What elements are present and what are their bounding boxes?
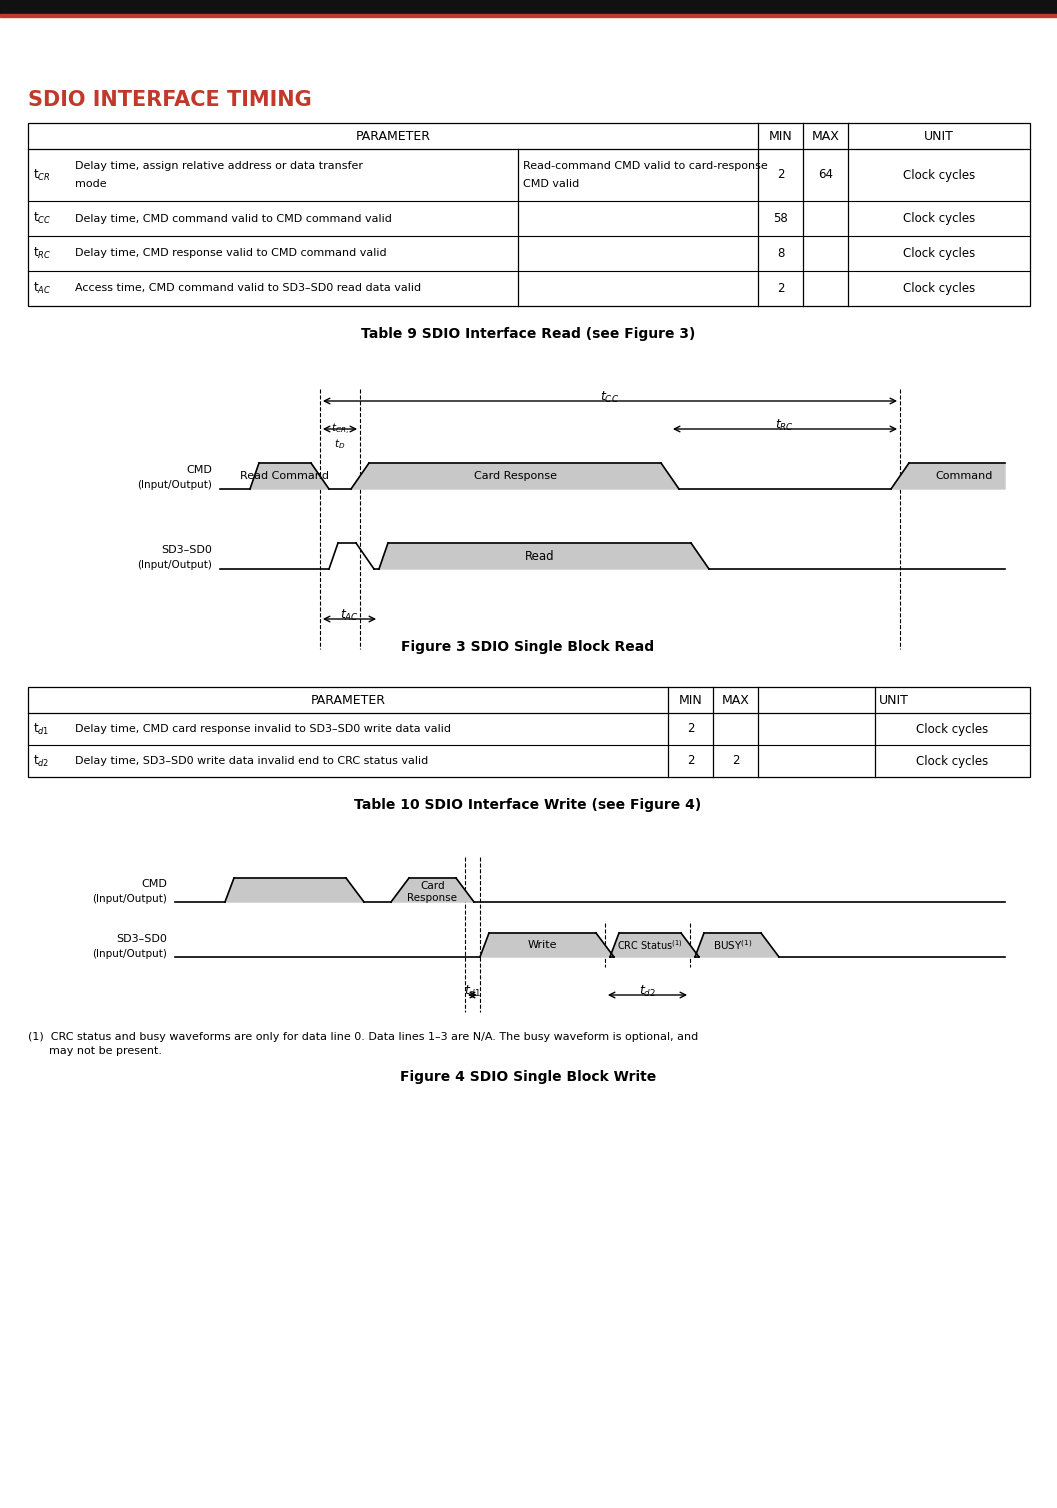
Text: Clock cycles: Clock cycles xyxy=(903,247,976,259)
Text: 2: 2 xyxy=(687,722,694,736)
Text: SD3–SD0: SD3–SD0 xyxy=(116,933,167,944)
Text: $t_{AC}$: $t_{AC}$ xyxy=(340,608,359,623)
Text: may not be present.: may not be present. xyxy=(27,1047,162,1056)
Text: mode: mode xyxy=(75,179,107,188)
Polygon shape xyxy=(251,463,329,489)
Polygon shape xyxy=(391,878,474,902)
Text: Command: Command xyxy=(935,470,993,481)
Text: (Input/Output): (Input/Output) xyxy=(92,949,167,959)
Text: Table 9 SDIO Interface Read (see Figure 3): Table 9 SDIO Interface Read (see Figure … xyxy=(360,327,696,341)
Text: 58: 58 xyxy=(773,213,787,225)
Text: (Input/Output): (Input/Output) xyxy=(137,559,212,570)
Text: Access time, CMD command valid to SD3–SD0 read data valid: Access time, CMD command valid to SD3–SD… xyxy=(75,284,421,294)
Polygon shape xyxy=(379,543,709,569)
Text: Clock cycles: Clock cycles xyxy=(903,213,976,225)
Text: UNIT: UNIT xyxy=(924,130,953,142)
Polygon shape xyxy=(891,463,1005,489)
Polygon shape xyxy=(225,878,364,902)
Text: Clock cycles: Clock cycles xyxy=(903,282,976,296)
Text: MAX: MAX xyxy=(812,130,839,142)
Text: Delay time, CMD command valid to CMD command valid: Delay time, CMD command valid to CMD com… xyxy=(75,214,392,223)
Text: Read: Read xyxy=(524,549,554,562)
Bar xyxy=(27,124,1030,306)
Text: Clock cycles: Clock cycles xyxy=(916,754,988,768)
Text: PARAMETER: PARAMETER xyxy=(311,694,386,707)
Text: $t_{d2}$: $t_{d2}$ xyxy=(639,985,656,1000)
Text: SDIO INTERFACE TIMING: SDIO INTERFACE TIMING xyxy=(27,90,312,110)
Text: t$_{RC}$: t$_{RC}$ xyxy=(33,246,51,261)
Text: $t_{CC}$: $t_{CC}$ xyxy=(600,391,619,406)
Text: Figure 3 SDIO Single Block Read: Figure 3 SDIO Single Block Read xyxy=(402,639,654,654)
Text: 64: 64 xyxy=(818,169,833,181)
Text: Delay time, assign relative address or data transfer: Delay time, assign relative address or d… xyxy=(75,161,363,172)
Text: Read Command: Read Command xyxy=(241,470,330,481)
Text: $t_{RC}$: $t_{RC}$ xyxy=(776,418,795,433)
Text: CRC Status$^{(1)}$: CRC Status$^{(1)}$ xyxy=(617,938,683,952)
Text: (Input/Output): (Input/Output) xyxy=(92,894,167,903)
Text: t$_{d2}$: t$_{d2}$ xyxy=(33,754,50,769)
Polygon shape xyxy=(351,463,679,489)
Text: CMD: CMD xyxy=(186,464,212,475)
Text: 8: 8 xyxy=(777,247,784,259)
Text: (1)  CRC status and busy waveforms are only for data line 0. Data lines 1–3 are : (1) CRC status and busy waveforms are on… xyxy=(27,1031,699,1042)
Text: MAX: MAX xyxy=(722,694,749,707)
Text: MIN: MIN xyxy=(679,694,702,707)
Polygon shape xyxy=(480,933,614,958)
Text: Read-command CMD valid to card-response: Read-command CMD valid to card-response xyxy=(523,161,767,172)
Text: Clock cycles: Clock cycles xyxy=(916,722,988,736)
Text: UNIT: UNIT xyxy=(879,694,909,707)
Text: t$_{CC}$: t$_{CC}$ xyxy=(33,211,51,226)
Text: Card: Card xyxy=(421,881,445,891)
Text: 2: 2 xyxy=(777,282,784,296)
Text: (Input/Output): (Input/Output) xyxy=(137,480,212,490)
Text: $t_D$: $t_D$ xyxy=(334,437,346,451)
Text: PARAMETER: PARAMETER xyxy=(355,130,430,142)
Text: Write: Write xyxy=(527,939,557,950)
Text: t$_{AC}$: t$_{AC}$ xyxy=(33,280,51,296)
Text: Delay time, SD3–SD0 write data invalid end to CRC status valid: Delay time, SD3–SD0 write data invalid e… xyxy=(75,756,428,766)
Text: $t_{CR,}$: $t_{CR,}$ xyxy=(331,422,349,437)
Polygon shape xyxy=(610,933,699,958)
Text: 2: 2 xyxy=(777,169,784,181)
Text: SD3–SD0: SD3–SD0 xyxy=(161,544,212,555)
Text: 2: 2 xyxy=(687,754,694,768)
Text: Delay time, CMD response valid to CMD command valid: Delay time, CMD response valid to CMD co… xyxy=(75,249,387,258)
Text: Table 10 SDIO Interface Write (see Figure 4): Table 10 SDIO Interface Write (see Figur… xyxy=(354,798,702,811)
Polygon shape xyxy=(696,933,779,958)
Text: CMD: CMD xyxy=(142,879,167,890)
Bar xyxy=(27,688,1030,777)
Text: Clock cycles: Clock cycles xyxy=(903,169,976,181)
Text: Card Response: Card Response xyxy=(474,470,556,481)
Text: $t_{d1}$: $t_{d1}$ xyxy=(464,985,481,1000)
Text: Figure 4 SDIO Single Block Write: Figure 4 SDIO Single Block Write xyxy=(400,1071,656,1084)
Bar xyxy=(0,14,1057,17)
Text: t$_{CR}$: t$_{CR}$ xyxy=(33,167,51,182)
Text: 2: 2 xyxy=(731,754,739,768)
Text: BUSY$^{(1)}$: BUSY$^{(1)}$ xyxy=(712,938,753,952)
Text: t$_{d1}$: t$_{d1}$ xyxy=(33,721,50,736)
Text: Response: Response xyxy=(408,893,458,903)
Text: MIN: MIN xyxy=(768,130,793,142)
Text: Delay time, CMD card response invalid to SD3–SD0 write data valid: Delay time, CMD card response invalid to… xyxy=(75,724,451,734)
Bar xyxy=(0,0,1057,14)
Text: CMD valid: CMD valid xyxy=(523,179,579,188)
